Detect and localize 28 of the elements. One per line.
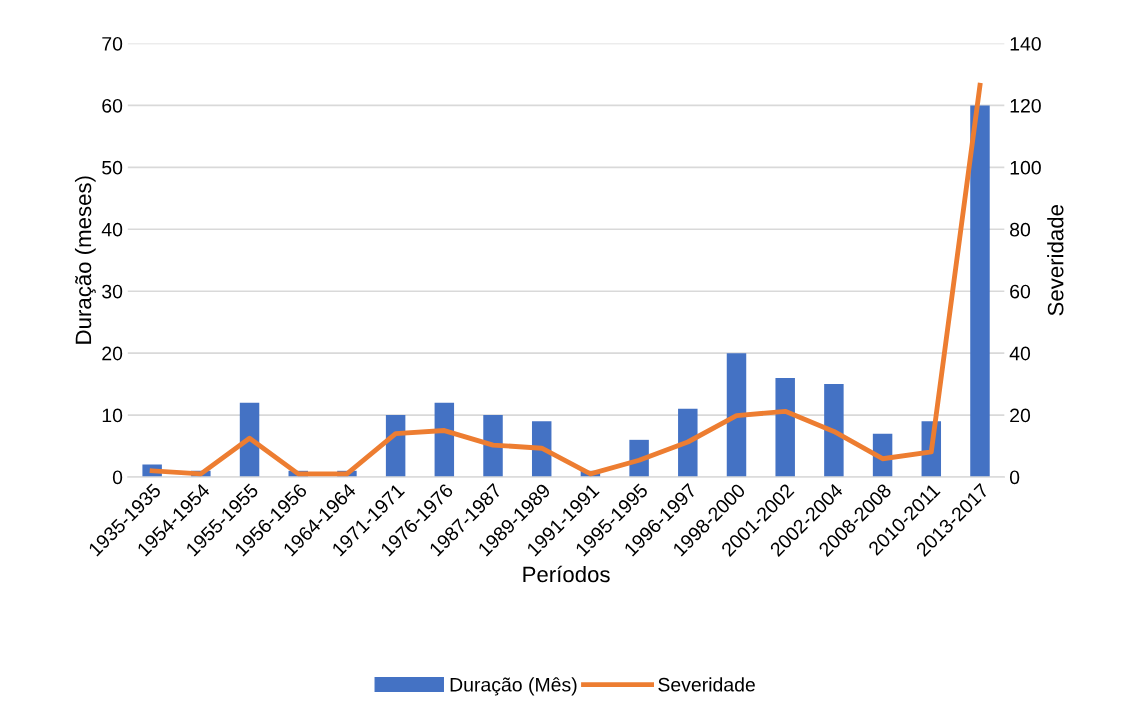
y-tick-label: 70 bbox=[102, 36, 123, 51]
bar bbox=[678, 408, 698, 477]
y2-tick-label: 140 bbox=[1010, 36, 1041, 51]
y2-tick-label: 60 bbox=[1010, 284, 1031, 299]
y-axis-title: Duração (meses) bbox=[74, 176, 96, 344]
bar bbox=[824, 384, 844, 477]
legend-label: Duração (Mês) bbox=[450, 677, 577, 696]
legend-label: Severidade bbox=[658, 677, 755, 692]
bar bbox=[726, 353, 747, 477]
y2-tick-label: 80 bbox=[1010, 222, 1031, 237]
y-tick-label: 0 bbox=[112, 470, 123, 485]
y-tick-label: 20 bbox=[102, 346, 123, 361]
y-tick-label: 30 bbox=[102, 284, 123, 299]
y2-tick-label: 40 bbox=[1009, 346, 1031, 361]
y2-tick-label: 120 bbox=[1010, 98, 1041, 113]
y-tick-label: 10 bbox=[102, 408, 123, 423]
y2-tick-label: 0 bbox=[1009, 470, 1020, 485]
bar bbox=[775, 377, 795, 477]
y-tick-label: 60 bbox=[102, 98, 123, 113]
y2-tick-label: 100 bbox=[1010, 160, 1041, 175]
y-tick-label: 40 bbox=[101, 222, 123, 237]
line-series bbox=[149, 82, 983, 477]
y2-axis-title: Severidade bbox=[1047, 205, 1064, 316]
bar bbox=[970, 105, 990, 477]
y-tick-label: 50 bbox=[102, 160, 123, 175]
y2-tick-label: 20 bbox=[1010, 408, 1031, 423]
x-axis-title: Períodos bbox=[523, 565, 610, 583]
bar bbox=[483, 415, 503, 477]
